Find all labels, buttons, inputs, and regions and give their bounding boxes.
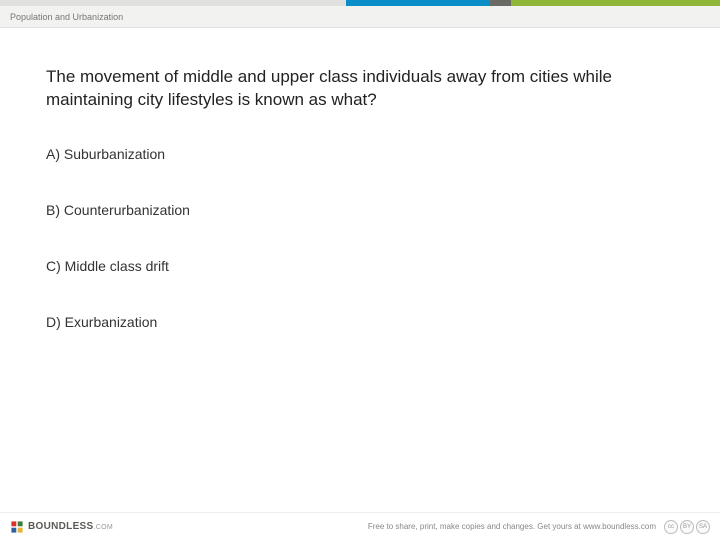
option-text: Suburbanization: [64, 146, 165, 162]
cc-by-icon: BY: [680, 520, 694, 534]
cc-sa-icon: SA: [696, 520, 710, 534]
stripe-segment: [0, 0, 346, 6]
option-text: Middle class drift: [65, 258, 169, 274]
answer-option-b[interactable]: B) Counterurbanization: [46, 202, 674, 218]
top-accent-stripe: [0, 0, 720, 6]
answer-option-d[interactable]: D) Exurbanization: [46, 314, 674, 330]
answer-option-a[interactable]: A) Suburbanization: [46, 146, 674, 162]
puzzle-icon: [10, 520, 24, 534]
footer-tagline: Free to share, print, make copies and ch…: [113, 522, 664, 531]
option-letter: C): [46, 258, 61, 274]
slide-footer: BOUNDLESS.COM Free to share, print, make…: [0, 512, 720, 540]
option-letter: A): [46, 146, 60, 162]
slide-content: The movement of middle and upper class i…: [0, 28, 720, 330]
header-bar: Population and Urbanization: [0, 6, 720, 28]
stripe-segment: [346, 0, 490, 6]
answer-option-c[interactable]: C) Middle class drift: [46, 258, 674, 274]
cc-license-badges: cc BY SA: [664, 520, 710, 534]
brand-name: BOUNDLESS.COM: [28, 521, 113, 532]
option-letter: B): [46, 202, 60, 218]
option-text: Counterurbanization: [64, 202, 190, 218]
option-text: Exurbanization: [65, 314, 158, 330]
stripe-segment: [490, 0, 512, 6]
stripe-segment: [511, 0, 720, 6]
question-text: The movement of middle and upper class i…: [46, 66, 674, 112]
brand-logo: BOUNDLESS.COM: [10, 520, 113, 534]
cc-icon: cc: [664, 520, 678, 534]
option-letter: D): [46, 314, 61, 330]
breadcrumb-title: Population and Urbanization: [10, 12, 123, 22]
